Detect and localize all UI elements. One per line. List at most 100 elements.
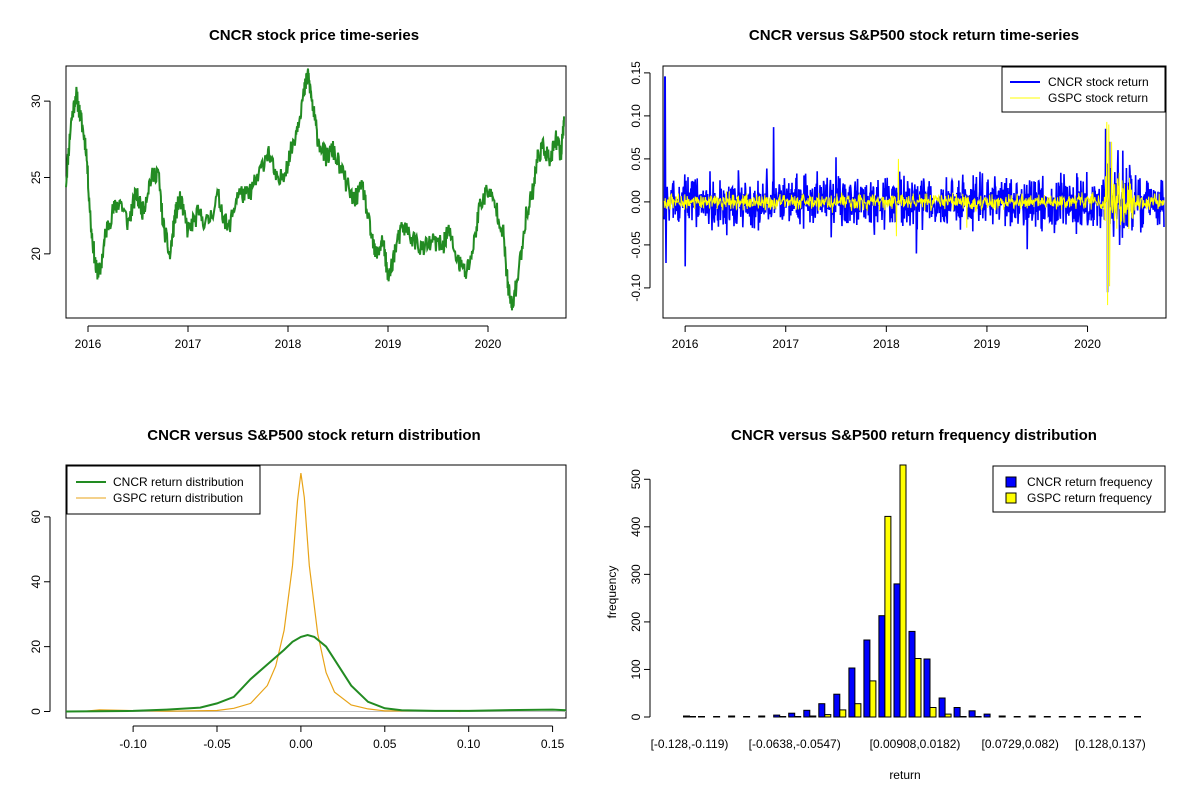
x-tick-label: -0.05 bbox=[203, 737, 231, 751]
y-tick-label: 40 bbox=[29, 575, 43, 589]
returns-legend-label-cncr: CNCR stock return bbox=[1048, 75, 1149, 89]
histogram-chart: CNCR versus S&P500 return frequency dist… bbox=[605, 427, 1166, 782]
y-tick-label: 0.00 bbox=[629, 190, 643, 214]
x-tick-label: [-0.128,-0.119) bbox=[651, 737, 729, 751]
returns-chart-title: CNCR versus S&P500 stock return time-ser… bbox=[749, 27, 1079, 44]
cncr-frequency-bar bbox=[803, 709, 811, 718]
y-tick-label: 100 bbox=[629, 659, 643, 679]
histogram-chart-title: CNCR versus S&P500 return frequency dist… bbox=[731, 427, 1097, 444]
gspc-frequency-bar bbox=[794, 716, 802, 718]
price-series-line bbox=[65, 68, 565, 311]
cncr-density-line bbox=[65, 633, 567, 713]
y-tick-label: 500 bbox=[629, 469, 643, 489]
gspc-frequency-bar bbox=[779, 716, 787, 718]
x-tick-label: 2019 bbox=[375, 337, 402, 351]
y-tick-label: 200 bbox=[629, 612, 643, 632]
x-tick-label: 2018 bbox=[275, 337, 302, 351]
returns-chart: CNCR versus S&P500 stock return time-ser… bbox=[629, 27, 1167, 351]
y-tick-label: 0.10 bbox=[629, 104, 643, 128]
gspc-return-line bbox=[663, 121, 1165, 306]
gspc-frequency-bar bbox=[809, 715, 817, 718]
density-chart: CNCR versus S&P500 stock return distribu… bbox=[29, 427, 567, 751]
y-tick-label: -0.10 bbox=[629, 274, 643, 302]
returns-legend: CNCR stock return GSPC stock return bbox=[1001, 66, 1166, 113]
cncr-frequency-bar bbox=[983, 713, 991, 718]
cncr-frequency-bar bbox=[968, 710, 976, 718]
gspc-frequency-bar bbox=[884, 515, 892, 718]
gspc-frequency-bar bbox=[974, 716, 982, 718]
histogram-legend-label-gspc: GSPC return frequency bbox=[1027, 491, 1152, 505]
gspc-density-line bbox=[82, 473, 461, 713]
density-legend-label-cncr: CNCR return distribution bbox=[113, 475, 244, 489]
density-plot-box bbox=[65, 464, 567, 719]
price-chart: CNCR stock price time-series 2016 2017 201… bbox=[29, 27, 567, 351]
cncr-frequency-bar bbox=[1013, 716, 1021, 718]
x-tick-label: [0.0729,0.082) bbox=[981, 737, 1058, 751]
cncr-frequency-bar bbox=[848, 667, 856, 718]
x-tick-label: [-0.0638,-0.0547) bbox=[749, 737, 841, 751]
histogram-legend-swatch-cncr bbox=[1005, 476, 1017, 488]
x-tick-label: 2019 bbox=[974, 337, 1001, 351]
x-tick-label: -0.10 bbox=[119, 737, 147, 751]
cncr-frequency-bar bbox=[1103, 716, 1111, 718]
y-tick-label: 0 bbox=[29, 708, 43, 715]
returns-legend-box bbox=[1001, 66, 1166, 113]
density-legend-box bbox=[66, 465, 261, 515]
cncr-frequency-bar bbox=[1134, 716, 1141, 718]
returns-plot-box bbox=[662, 65, 1167, 319]
y-tick-label: 400 bbox=[629, 516, 643, 536]
gspc-frequency-bar bbox=[824, 714, 832, 718]
gspc-frequency-bar bbox=[689, 716, 696, 718]
cncr-frequency-bar bbox=[863, 639, 871, 718]
x-tick-label: 2017 bbox=[175, 337, 202, 351]
y-tick-label: -0.05 bbox=[629, 231, 643, 259]
y-tick-label: 20 bbox=[29, 640, 43, 654]
y-tick-label: 0.05 bbox=[629, 147, 643, 171]
gspc-frequency-bar bbox=[959, 716, 967, 718]
x-tick-label: 0.05 bbox=[373, 737, 397, 751]
gspc-frequency-bar bbox=[914, 658, 922, 718]
cncr-frequency-bar bbox=[1073, 716, 1081, 718]
price-chart-title: CNCR stock price time-series bbox=[209, 27, 419, 44]
x-tick-label: 2018 bbox=[873, 337, 900, 351]
cncr-frequency-bar bbox=[1088, 716, 1096, 718]
x-tick-label: 2017 bbox=[772, 337, 799, 351]
cncr-frequency-bar bbox=[713, 716, 721, 718]
histogram-legend: CNCR return frequency GSPC return freque… bbox=[992, 465, 1166, 513]
density-chart-title: CNCR versus S&P500 stock return distribu… bbox=[147, 427, 480, 444]
gspc-frequency-bar bbox=[929, 707, 937, 718]
cncr-frequency-bar bbox=[938, 697, 946, 718]
x-tick-label: 2016 bbox=[75, 337, 102, 351]
cncr-frequency-bar bbox=[818, 703, 826, 718]
gspc-frequency-bar bbox=[854, 703, 862, 718]
cncr-frequency-bar bbox=[878, 615, 886, 718]
gspc-frequency-bar bbox=[839, 709, 847, 718]
cncr-frequency-bar bbox=[743, 716, 751, 718]
cncr-frequency-bar bbox=[908, 630, 916, 718]
y-tick-label: 60 bbox=[29, 510, 43, 524]
cncr-frequency-bar bbox=[923, 658, 931, 718]
density-legend-label-gspc: GSPC return distribution bbox=[113, 491, 243, 505]
cncr-frequency-bar bbox=[758, 715, 766, 718]
cncr-frequency-bar bbox=[773, 714, 781, 718]
cncr-frequency-bar bbox=[1058, 716, 1066, 718]
histogram-legend-label-cncr: CNCR return frequency bbox=[1027, 475, 1152, 489]
x-tick-label: [0.128,0.137) bbox=[1075, 737, 1146, 751]
density-legend: CNCR return distribution GSPC return dis… bbox=[66, 465, 261, 515]
gspc-frequency-bar bbox=[869, 680, 877, 718]
histogram-y-axis-label: frequency bbox=[605, 566, 619, 619]
price-plot-box bbox=[65, 65, 567, 319]
cncr-frequency-bar bbox=[728, 715, 736, 718]
x-tick-label: [0.00908,0.0182) bbox=[870, 737, 961, 751]
cncr-frequency-bar bbox=[833, 693, 841, 718]
x-tick-label: 0.10 bbox=[457, 737, 481, 751]
y-tick-label: 300 bbox=[629, 564, 643, 584]
cncr-frequency-bar bbox=[953, 707, 961, 718]
cncr-frequency-bar bbox=[1028, 715, 1036, 718]
cncr-frequency-bar bbox=[893, 583, 901, 718]
x-tick-label: 0.00 bbox=[289, 737, 313, 751]
histogram-legend-swatch-gspc bbox=[1005, 492, 1017, 504]
y-tick-label: 25 bbox=[29, 170, 43, 184]
histogram-legend-box bbox=[992, 465, 1166, 513]
